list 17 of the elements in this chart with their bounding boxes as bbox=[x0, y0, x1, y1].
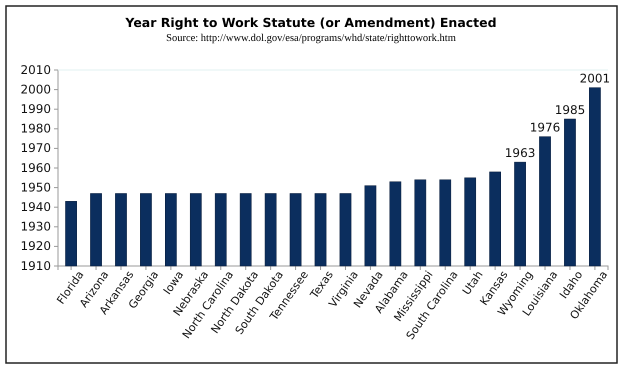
y-tick-label: 1960 bbox=[20, 160, 51, 175]
source-note: Source: http://www.dol.gov/esa/programs/whd/state/righttowork.htm bbox=[166, 33, 456, 44]
data-label: 1976 bbox=[530, 120, 560, 135]
y-tick-label: 1920 bbox=[20, 239, 51, 254]
data-label: 1985 bbox=[554, 103, 586, 117]
chart-title: Year Right to Work Statute (or Amendment) Enacted bbox=[124, 15, 497, 30]
y-tick-label: 1990 bbox=[20, 102, 51, 116]
y-tick-label: 2010 bbox=[20, 62, 51, 77]
y-tick-label: 1930 bbox=[20, 220, 51, 234]
y-tick-label: 1910 bbox=[20, 258, 51, 273]
y-tick-label: 1980 bbox=[20, 122, 51, 136]
data-label: 1963 bbox=[504, 146, 536, 160]
y-tick-label: 2000 bbox=[20, 82, 51, 96]
y-tick-label: 1950 bbox=[20, 180, 51, 194]
y-tick-label: 1970 bbox=[20, 141, 51, 156]
data-label: 2001 bbox=[580, 72, 610, 86]
y-tick-label: 1940 bbox=[20, 200, 51, 214]
